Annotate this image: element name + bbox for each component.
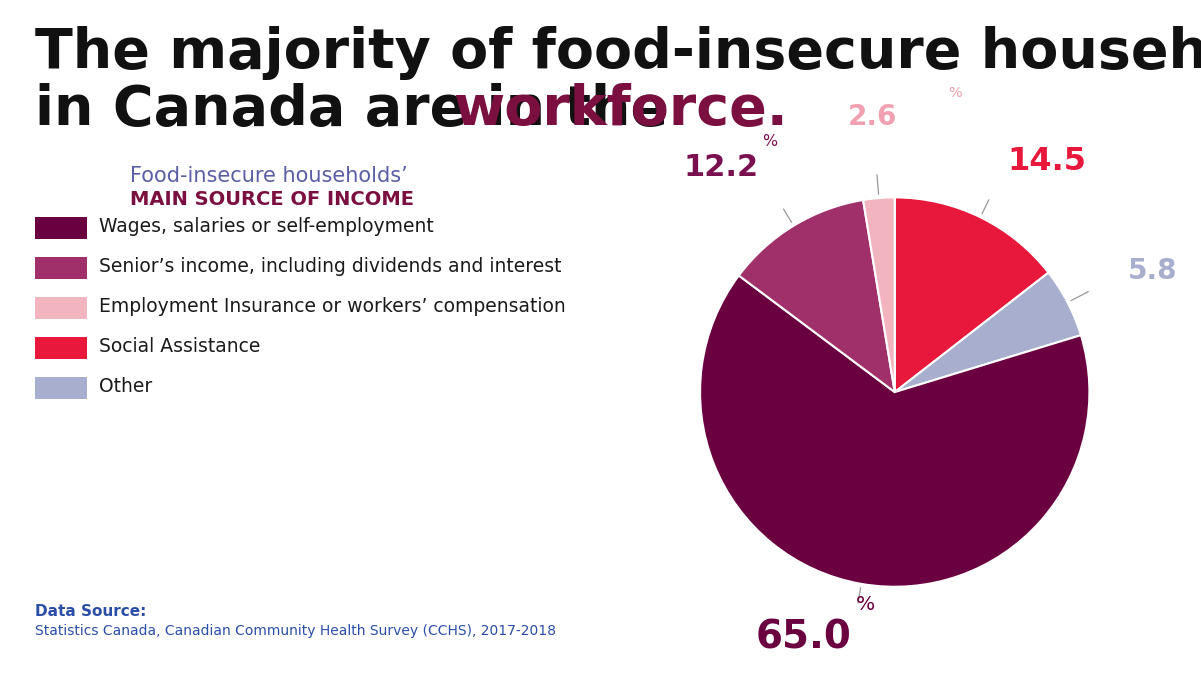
Wedge shape xyxy=(864,197,895,392)
Text: The majority of food-insecure households: The majority of food-insecure households xyxy=(35,26,1201,80)
Text: %: % xyxy=(948,86,962,100)
Text: %: % xyxy=(763,135,777,149)
FancyBboxPatch shape xyxy=(35,217,86,239)
Text: MAIN SOURCE OF INCOME: MAIN SOURCE OF INCOME xyxy=(130,190,414,209)
FancyBboxPatch shape xyxy=(35,257,86,279)
Text: 5.8: 5.8 xyxy=(1128,257,1177,285)
Wedge shape xyxy=(895,272,1081,392)
Text: workforce.: workforce. xyxy=(453,83,788,137)
FancyBboxPatch shape xyxy=(35,377,86,399)
Text: Employment Insurance or workers’ compensation: Employment Insurance or workers’ compens… xyxy=(98,297,566,316)
Text: Social Assistance: Social Assistance xyxy=(98,337,261,356)
Text: 65.0: 65.0 xyxy=(757,619,852,656)
Wedge shape xyxy=(895,197,1048,392)
Text: Data Source:: Data Source: xyxy=(35,604,147,619)
Text: 14.5: 14.5 xyxy=(1008,146,1087,176)
FancyBboxPatch shape xyxy=(35,337,86,359)
Text: 12.2: 12.2 xyxy=(683,153,758,182)
FancyBboxPatch shape xyxy=(35,297,86,319)
Text: Food-insecure households’: Food-insecure households’ xyxy=(130,166,408,186)
Text: %: % xyxy=(856,596,876,614)
Text: Statistics Canada, Canadian Community Health Survey (CCHS), 2017-2018: Statistics Canada, Canadian Community He… xyxy=(35,624,556,638)
Text: Other: Other xyxy=(98,377,153,395)
Text: in Canada are in the: in Canada are in the xyxy=(35,83,687,137)
Text: Senior’s income, including dividends and interest: Senior’s income, including dividends and… xyxy=(98,256,562,276)
Text: Wages, salaries or self-employment: Wages, salaries or self-employment xyxy=(98,216,434,235)
Wedge shape xyxy=(700,276,1089,587)
Text: 2.6: 2.6 xyxy=(848,103,897,130)
Wedge shape xyxy=(739,200,895,392)
